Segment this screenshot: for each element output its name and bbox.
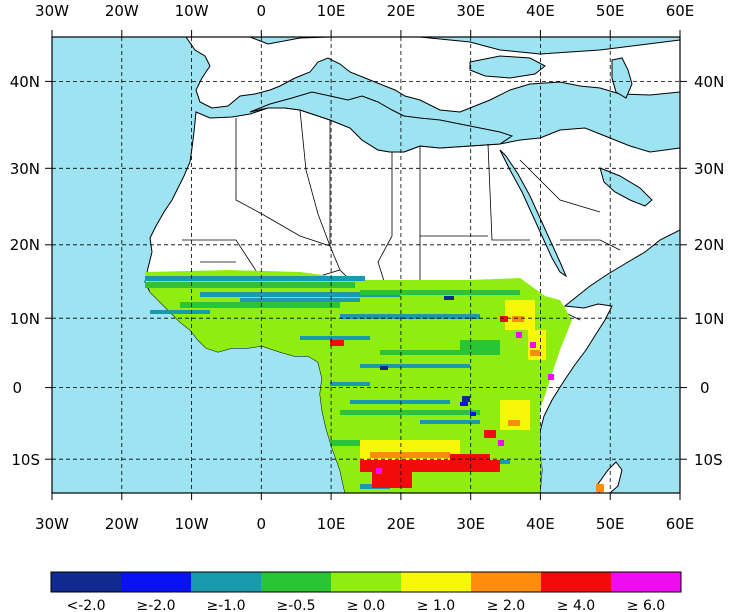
persian-gulf: [599, 167, 653, 207]
legend-label: ≥ 4.0: [557, 598, 595, 612]
legend-swatch: [471, 572, 541, 592]
map-panel: 30W 20W 10W 0 10E 20E 30E 40E 50E 60E 30…: [10, 2, 725, 533]
lat-label-left: 40N: [10, 73, 40, 91]
lon-label-top: 20E: [387, 2, 416, 20]
legend-label: ≥ 2.0: [487, 598, 525, 612]
legend-swatch: [541, 572, 611, 592]
lon-label-top: 30W: [35, 2, 69, 20]
map-frame: [51, 36, 681, 494]
lon-label-bottom: 20W: [105, 515, 139, 533]
data-field: [145, 270, 604, 493]
lon-label-top: 60E: [666, 2, 695, 20]
lon-label-bottom: 30W: [35, 515, 69, 533]
lat-label-right: 20N: [694, 236, 724, 254]
legend-label: ≥-2.0: [136, 598, 175, 612]
lat-labels-left: 40N 30N 20N 10N 0 10S: [10, 73, 40, 469]
legend-swatch: [401, 572, 471, 592]
black-sea: [469, 55, 546, 79]
lat-label-left: 10S: [11, 451, 40, 469]
legend-swatch: [611, 572, 681, 592]
lat-label-left: 20N: [10, 236, 40, 254]
lon-labels-top: 30W 20W 10W 0 10E 20E 30E 40E 50E 60E: [35, 2, 694, 20]
legend-swatch: [261, 572, 331, 592]
legend-label: ≥ 0.0: [347, 598, 385, 612]
lon-labels-bottom: 30W 20W 10W 0 10E 20E 30E 40E 50E 60E: [35, 515, 694, 533]
lat-labels-right: 40N 30N 20N 10N 0 10S: [694, 73, 724, 469]
legend-label: <-2.0: [66, 598, 105, 612]
field-base: [145, 270, 572, 493]
lat-label-left: 0: [12, 379, 22, 397]
lon-label-top: 40E: [526, 2, 555, 20]
lon-label-bottom: 20E: [387, 515, 416, 533]
europe-landmass: [185, 37, 680, 113]
legend-label: ≥ 6.0: [627, 598, 665, 612]
lon-label-bottom: 40E: [526, 515, 555, 533]
legend-swatch: [191, 572, 261, 592]
lon-label-bottom: 10E: [317, 515, 346, 533]
lon-label-top: 20W: [105, 2, 139, 20]
lon-label-top: 10W: [175, 2, 209, 20]
legend-label: ≥-1.0: [206, 598, 245, 612]
lon-label-top: 30E: [456, 2, 485, 20]
gridlines: [52, 37, 680, 493]
legend-swatch: [121, 572, 191, 592]
lon-label-top: 10E: [317, 2, 346, 20]
lon-label-bottom: 50E: [596, 515, 625, 533]
legend-swatch: [331, 572, 401, 592]
legend-label: ≥ 1.0: [417, 598, 455, 612]
lat-label-left: 10N: [10, 310, 40, 328]
lat-label-right: 10N: [694, 310, 724, 328]
lat-label-left: 30N: [10, 160, 40, 178]
axis-ticks: [45, 30, 687, 500]
lon-label-bottom: 30E: [456, 515, 485, 533]
lon-label-bottom: 60E: [666, 515, 695, 533]
lat-label-right: 0: [700, 379, 710, 397]
lon-label-top: 0: [257, 2, 267, 20]
lat-label-right: 30N: [694, 160, 724, 178]
lon-label-bottom: 10W: [175, 515, 209, 533]
legend-swatch: [51, 572, 121, 592]
legend-label: ≥-0.5: [276, 598, 315, 612]
lon-label-bottom: 0: [257, 515, 267, 533]
lat-label-right: 10S: [694, 451, 723, 469]
color-legend: <-2.0 ≥-2.0 ≥-1.0 ≥-0.5 ≥ 0.0 ≥ 1.0 ≥ 2.…: [50, 571, 682, 612]
lon-label-top: 50E: [596, 2, 625, 20]
lat-label-right: 40N: [694, 73, 724, 91]
legend-frame: [50, 571, 682, 593]
caspian-sea: [611, 57, 633, 99]
